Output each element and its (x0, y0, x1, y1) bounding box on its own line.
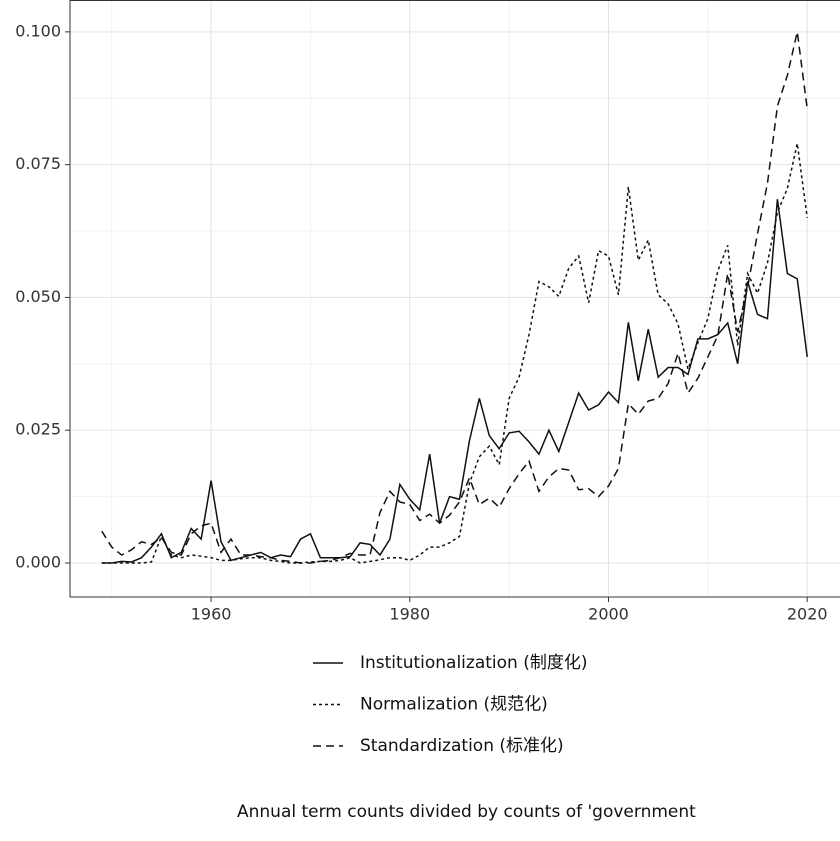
legend-label: Standardization (标准化) (360, 736, 564, 756)
x-tick-label: 2020 (787, 605, 828, 624)
y-tick-label: 0.025 (15, 420, 61, 439)
legend-label: Institutionalization (制度化) (360, 653, 587, 673)
plot-border (69, 0, 840, 598)
y-tick-label: 0.075 (15, 154, 61, 173)
series-line (101, 143, 808, 564)
series-line (101, 31, 808, 564)
x-tick-label: 1960 (191, 605, 232, 624)
y-tick-label: 0.050 (15, 287, 61, 306)
y-tick-label: 0.100 (15, 21, 61, 40)
caption: Annual term counts divided by counts of … (237, 802, 696, 822)
series-line (101, 199, 808, 564)
x-tick-label: 1980 (389, 605, 430, 624)
legend-label: Normalization (规范化) (360, 695, 548, 715)
y-tick-label: 0.000 (15, 553, 61, 572)
x-tick-label: 2000 (588, 605, 629, 624)
